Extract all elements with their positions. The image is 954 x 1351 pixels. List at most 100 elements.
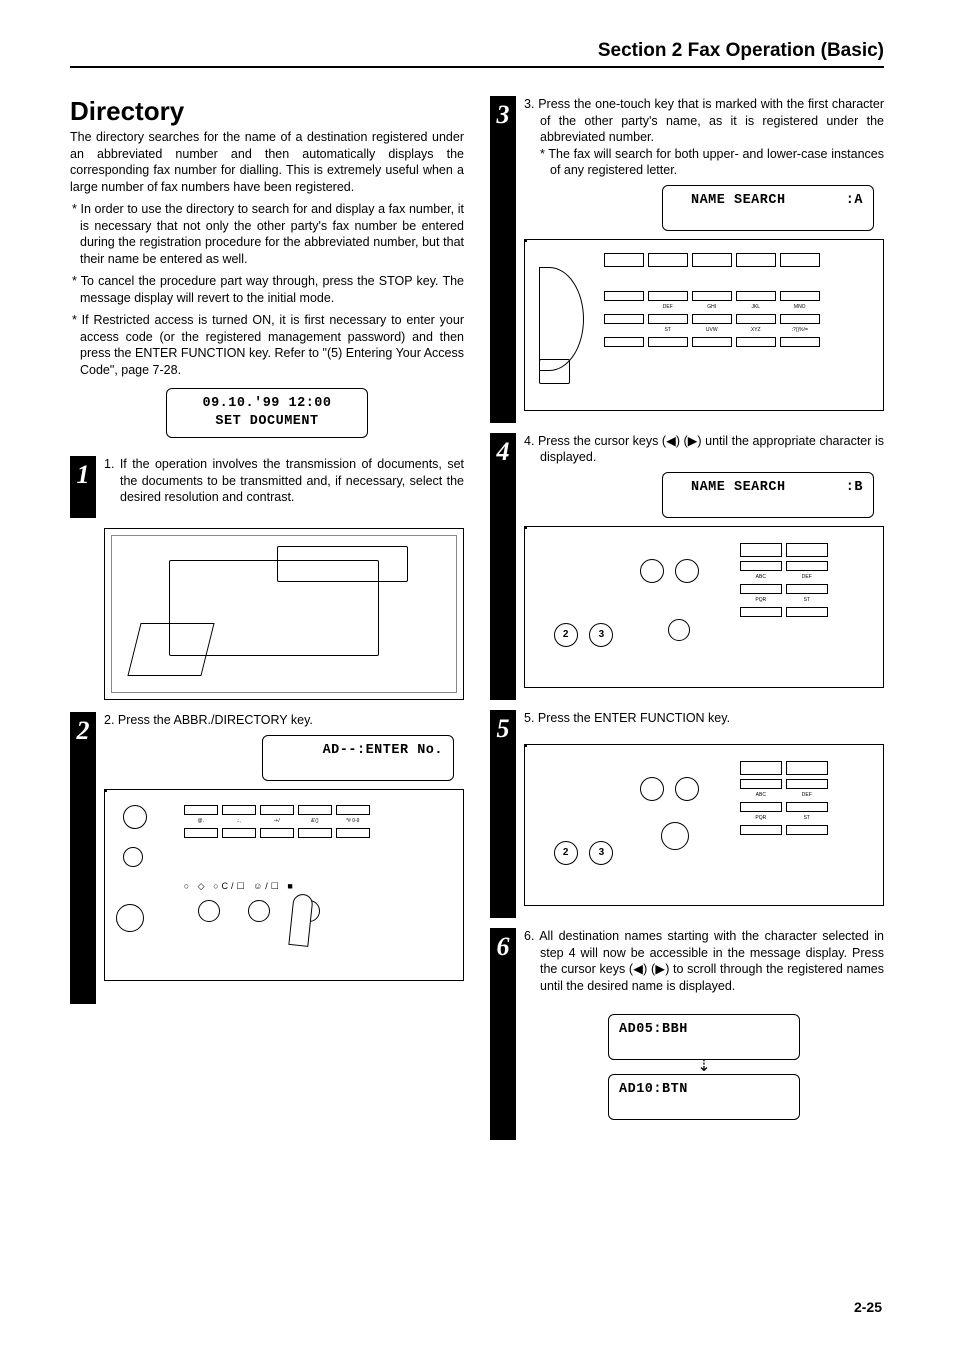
key-label: XYZ	[736, 328, 776, 333]
figure-cursor-keys: 2 3 ABCDEF PQRST	[524, 526, 884, 688]
lcd-line: AD05:BBH	[619, 1022, 688, 1037]
lcd-6-stack: AD05:BBH ⇣ AD10:BTN	[524, 1014, 884, 1120]
step-text: 2. Press the ABBR./DIRECTORY key.	[104, 712, 464, 729]
key[interactable]	[184, 828, 218, 838]
key[interactable]	[786, 761, 828, 775]
key[interactable]	[692, 253, 732, 267]
dial-icon	[668, 619, 690, 641]
step-2: 2 2. Press the ABBR./DIRECTORY key. AD--…	[70, 712, 464, 1004]
key[interactable]	[736, 291, 776, 301]
key[interactable]	[786, 607, 828, 617]
lcd-step2: AD--:ENTER No.	[262, 735, 454, 781]
down-arrow-icon: ⇣	[524, 1056, 884, 1076]
key[interactable]	[260, 828, 294, 838]
right-column: 3 3. Press the one-touch key that is mar…	[490, 96, 884, 1150]
key[interactable]	[184, 805, 218, 815]
numpad-3[interactable]: 3	[589, 841, 613, 865]
key[interactable]	[260, 805, 294, 815]
key[interactable]	[786, 561, 828, 571]
lcd-initial: 09.10.'99 12:00 SET DOCUMENT	[166, 388, 368, 438]
key[interactable]	[222, 805, 256, 815]
key[interactable]	[740, 761, 782, 775]
left-column: Directory The directory searches for the…	[70, 96, 464, 1150]
key[interactable]	[298, 805, 332, 815]
key[interactable]	[648, 253, 688, 267]
lcd-line: AD--:ENTER No.	[323, 743, 443, 758]
symbol-row: ○ ◇ ○C/☐ ☺/☐ ■	[184, 881, 296, 892]
key[interactable]	[740, 584, 782, 594]
key[interactable]	[786, 779, 828, 789]
key[interactable]	[740, 543, 782, 557]
key[interactable]	[740, 779, 782, 789]
step-4: 4 4. Press the cursor keys (◀) (▶) until…	[490, 433, 884, 700]
key[interactable]	[604, 291, 644, 301]
key[interactable]	[740, 561, 782, 571]
key[interactable]	[692, 337, 732, 347]
key[interactable]	[780, 253, 820, 267]
cursor-left-button[interactable]	[640, 559, 664, 583]
key[interactable]	[786, 543, 828, 557]
key[interactable]	[786, 802, 828, 812]
key[interactable]	[736, 314, 776, 324]
keypad	[604, 253, 820, 267]
numpad-2[interactable]: 2	[554, 841, 578, 865]
key[interactable]	[336, 805, 370, 815]
section-header: Section 2 Fax Operation (Basic)	[70, 40, 884, 68]
key[interactable]	[786, 825, 828, 835]
key[interactable]	[736, 253, 776, 267]
note-2: * To cancel the procedure part way throu…	[70, 273, 464, 306]
figure-enter-function: 2 3 ABCDEF PQRST	[524, 744, 884, 906]
lcd-line: AD10:BTN	[619, 1082, 688, 1097]
step-4-body: 4. Press the cursor keys (◀) (▶) until t…	[524, 433, 884, 700]
key-label: DEF	[786, 575, 828, 580]
step-subnote: * The fax will search for both upper- an…	[524, 146, 884, 179]
key-label: ABC	[740, 575, 782, 580]
step-badge: 2	[70, 712, 96, 1004]
button[interactable]	[248, 900, 270, 922]
finger-icon	[288, 894, 313, 948]
key-label: :?()%!=	[780, 328, 820, 333]
cursor-right-button[interactable]	[675, 777, 699, 801]
key[interactable]	[780, 291, 820, 301]
key[interactable]	[648, 291, 688, 301]
intro-paragraph: The directory searches for the name of a…	[70, 129, 464, 195]
key[interactable]	[648, 337, 688, 347]
numpad-2[interactable]: 2	[554, 623, 578, 647]
key-label: DEF	[648, 305, 688, 310]
key[interactable]	[222, 828, 256, 838]
dial-icon	[123, 847, 143, 867]
key-label: MNO	[780, 305, 820, 310]
figure-onetouch-keys: DEFGHIJKLMNO STUVWXYZ:?()%!=	[524, 239, 884, 411]
key[interactable]	[604, 337, 644, 347]
key[interactable]	[604, 253, 644, 267]
key[interactable]	[740, 802, 782, 812]
key-label: DEF	[786, 793, 828, 798]
key-label: ABC	[740, 793, 782, 798]
step-text: 1. If the operation involves the transmi…	[104, 456, 464, 518]
cursor-right-button[interactable]	[675, 559, 699, 583]
lcd-line: NAME SEARCH :A	[691, 193, 863, 208]
key[interactable]	[604, 314, 644, 324]
two-columns: Directory The directory searches for the…	[70, 96, 884, 1150]
step-6: 6 6. All destination names starting with…	[490, 928, 884, 1140]
key[interactable]	[740, 607, 782, 617]
page: Section 2 Fax Operation (Basic) Director…	[0, 0, 954, 1351]
key[interactable]	[780, 314, 820, 324]
step-text: 5. Press the ENTER FUNCTION key.	[524, 710, 884, 727]
key[interactable]	[336, 828, 370, 838]
key[interactable]	[736, 337, 776, 347]
key[interactable]	[692, 291, 732, 301]
key-label: ST	[786, 816, 828, 821]
key[interactable]	[648, 314, 688, 324]
numpad-3[interactable]: 3	[589, 623, 613, 647]
dial-icon	[123, 805, 147, 829]
cursor-left-button[interactable]	[640, 777, 664, 801]
key[interactable]	[786, 584, 828, 594]
key[interactable]	[780, 337, 820, 347]
step-5: 5 5. Press the ENTER FUNCTION key. 2 3 A…	[490, 710, 884, 919]
enter-function-button[interactable]	[661, 822, 689, 850]
key[interactable]	[740, 825, 782, 835]
key[interactable]	[692, 314, 732, 324]
key[interactable]	[298, 828, 332, 838]
button[interactable]	[198, 900, 220, 922]
